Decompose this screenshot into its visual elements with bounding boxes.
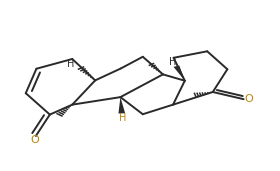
- Text: H: H: [169, 57, 176, 67]
- Text: O: O: [244, 94, 253, 104]
- Polygon shape: [174, 65, 185, 81]
- Text: H: H: [67, 59, 74, 69]
- Text: O: O: [30, 135, 39, 145]
- Polygon shape: [118, 97, 125, 114]
- Text: H: H: [119, 113, 126, 123]
